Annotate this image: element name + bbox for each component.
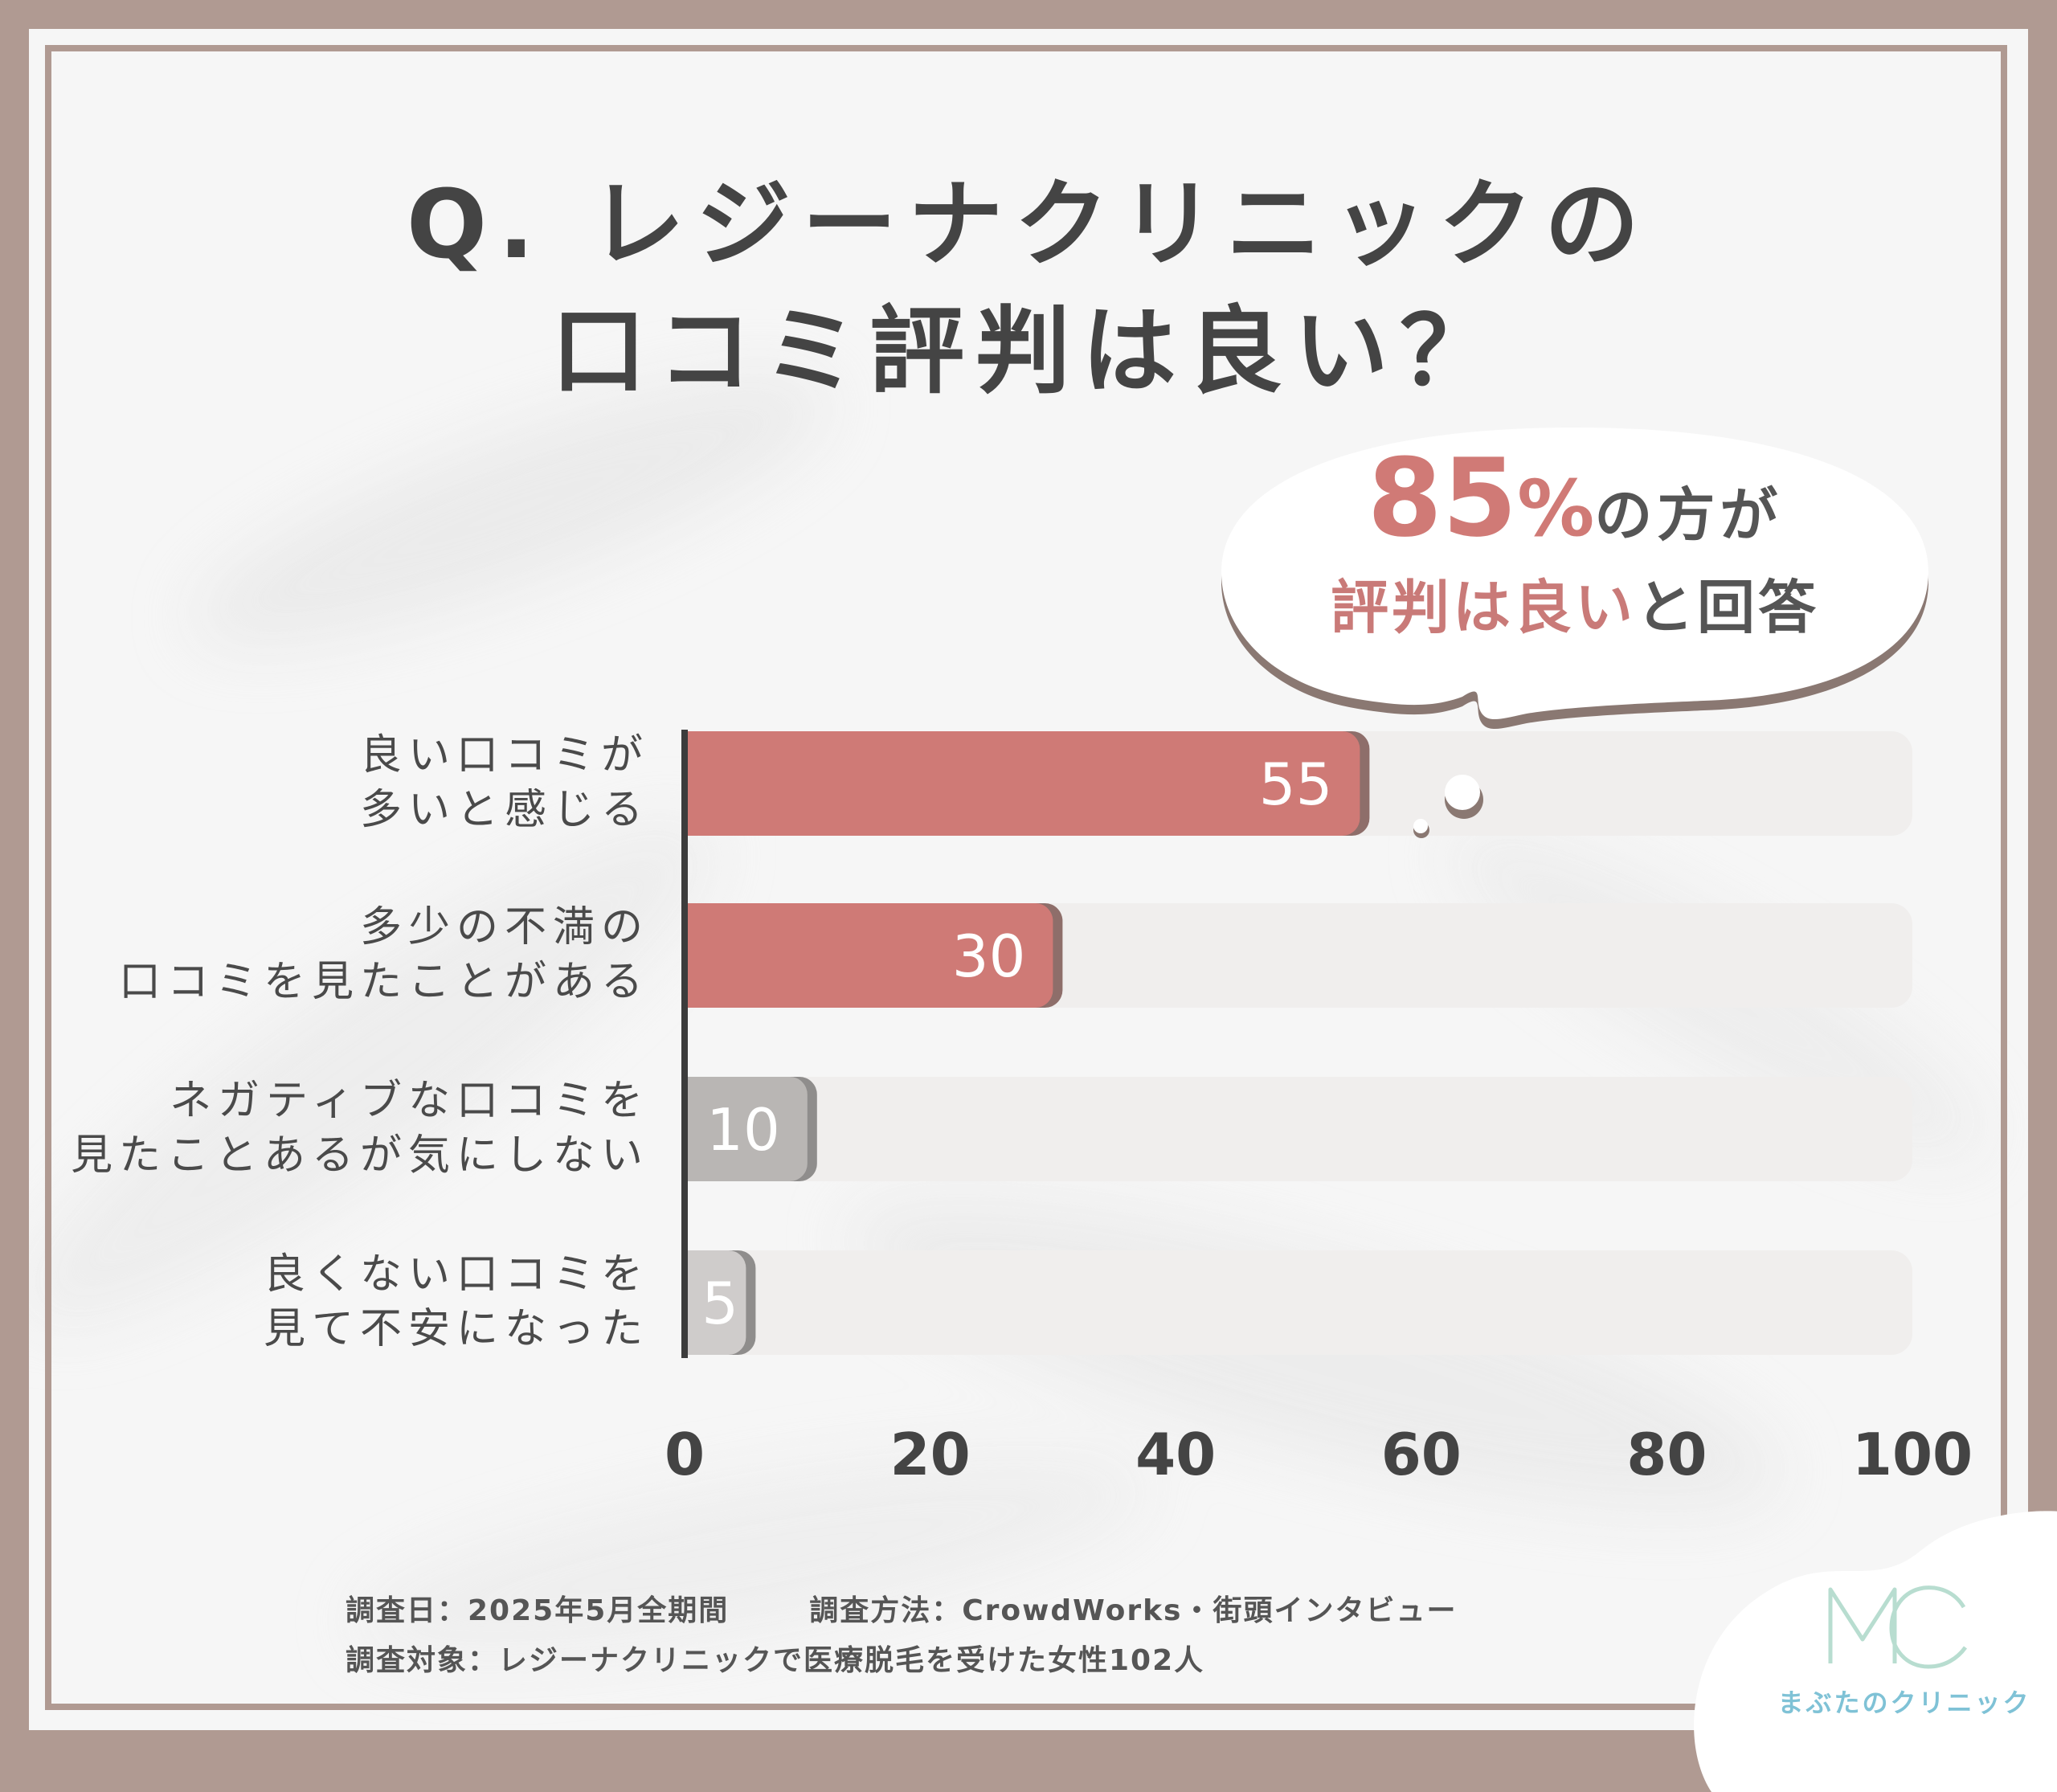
category-label-3: ネガティブな口コミを 見たことあるが気にしない <box>70 1077 649 1180</box>
logo-background <box>1694 1511 2057 1792</box>
bar <box>685 731 1360 836</box>
x-tick-label: 100 <box>1851 1421 1973 1488</box>
x-tick-label: 20 <box>889 1421 971 1488</box>
bar-left-fill <box>685 1250 709 1355</box>
thought-dot-small <box>1413 819 1428 833</box>
category-label-1: 良い口コミが 多いと感じる <box>359 731 649 834</box>
bar-left-fill <box>685 1077 709 1181</box>
bar-value-label: 5 <box>701 1270 738 1337</box>
bar <box>685 1077 808 1181</box>
survey-target: 調査対象：レジーナクリニックで医療脱毛を受けた女性102人 <box>346 1644 1205 1677</box>
survey-date: 調査日：2025年5月全期間 <box>346 1594 730 1627</box>
title-line-2: 口コミ評判は良い？ <box>550 296 1506 407</box>
x-tick-label: 0 <box>664 1421 705 1488</box>
callout-line-1: 85%の方が <box>1221 444 1928 563</box>
x-tick-label: 40 <box>1135 1421 1217 1488</box>
callout-highlight: 評判は良い <box>1330 574 1636 641</box>
footer-line-1: 調査日：2025年5月全期間 調査方法：CrowdWorks・街頭インタビュー <box>346 1586 1457 1636</box>
callout-percentage: 85 <box>1367 436 1518 561</box>
callout-line-1-rest: の方が <box>1594 481 1783 549</box>
callout-line-2: 評判は良いと回答 <box>1221 563 1928 652</box>
speech-bubble <box>1221 428 1928 730</box>
bar-track <box>685 1077 1912 1181</box>
x-tick-label: 80 <box>1626 1421 1707 1488</box>
clinic-logo-name: まぶたのクリニック <box>1777 1688 2031 1718</box>
bar <box>685 903 1053 1008</box>
survey-method: 調査方法：CrowdWorks・街頭インタビュー <box>809 1594 1458 1627</box>
thought-dot-large <box>1445 775 1480 810</box>
survey-footer: 調査日：2025年5月全期間 調査方法：CrowdWorks・街頭インタビュー 調… <box>346 1586 1457 1686</box>
x-tick-label: 60 <box>1380 1421 1462 1488</box>
mc-logo-icon <box>1828 1585 1968 1669</box>
title-line-1: Q. レジーナクリニックの <box>406 169 1651 280</box>
bar-left-fill <box>685 731 709 836</box>
bar-track <box>685 1250 1912 1355</box>
bar-value-label: 55 <box>1259 751 1333 818</box>
bar-value-label: 10 <box>706 1096 780 1164</box>
bar-value-label: 30 <box>952 923 1026 990</box>
category-label-2: 多少の不満の 口コミを見たことがある <box>118 903 649 1006</box>
callout-line-2-rest: と回答 <box>1636 574 1820 641</box>
chart-title: Q. レジーナクリニックの 口コミ評判は良い？ <box>0 161 2057 415</box>
callout-text: 85%の方が 評判は良いと回答 <box>1221 444 1928 652</box>
callout-percent-sign: % <box>1517 464 1595 554</box>
bar-left-fill <box>685 903 709 1008</box>
category-label-4: 良くない口コミを 見て不安になった <box>263 1250 649 1353</box>
